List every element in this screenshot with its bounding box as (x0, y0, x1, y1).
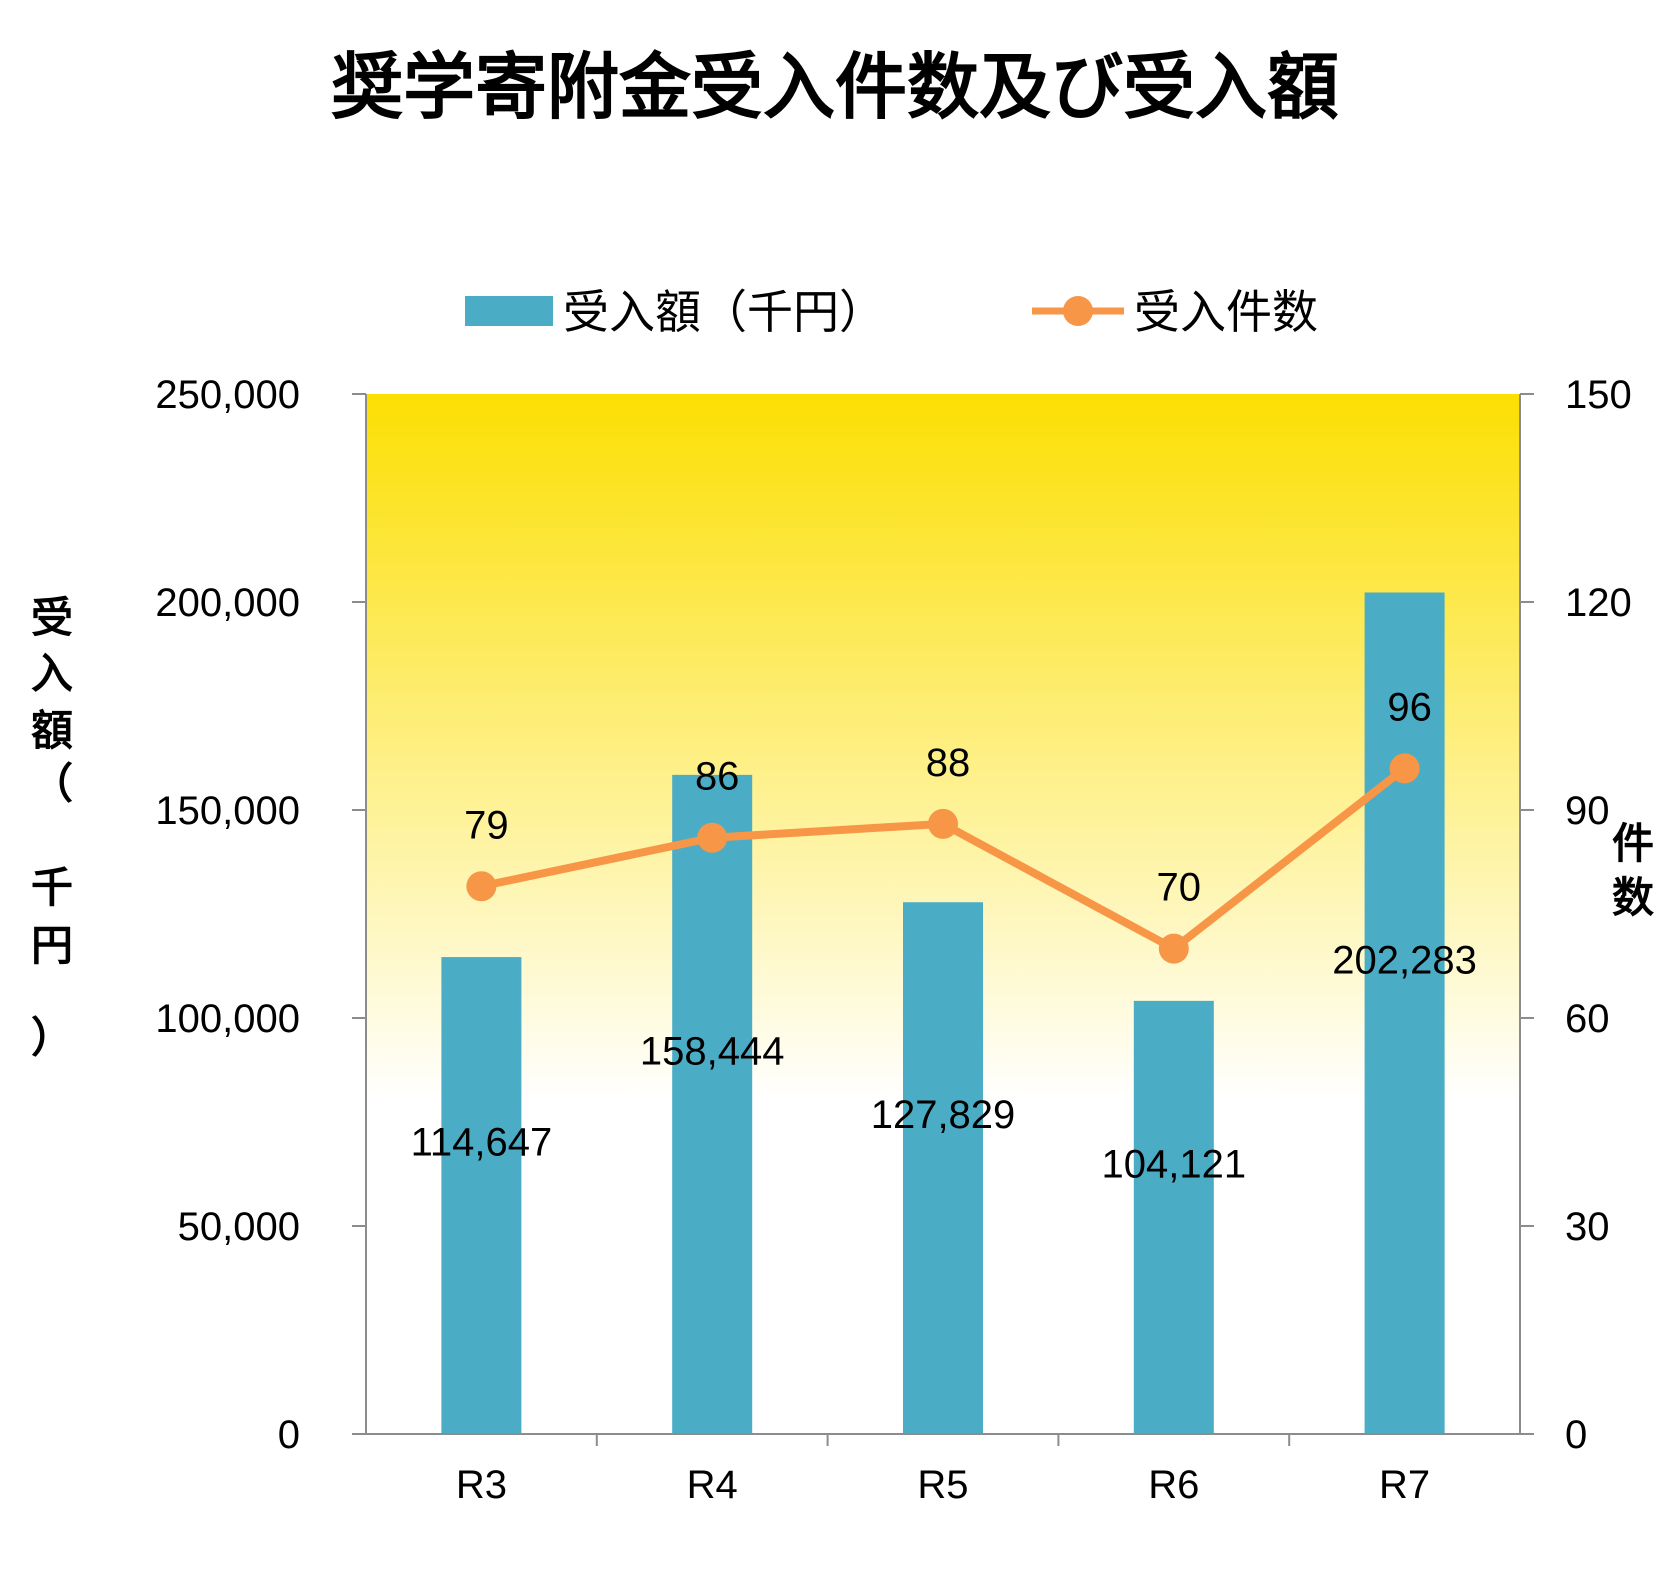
legend-bar-label: 受入額（千円） (563, 285, 885, 339)
left-tick-label: 0 (278, 1413, 300, 1457)
x-tick-label: R4 (687, 1463, 738, 1507)
axes: 0 50,000 100,000 150,000 200,000 250,000 0 30 60… (31, 373, 1654, 1507)
x-tick-label: R6 (1148, 1463, 1199, 1507)
legend-bar-swatch (465, 296, 553, 326)
bar-R3 (441, 957, 522, 1434)
right-axis-title-char: 数 (1612, 873, 1654, 922)
left-tick-label: 200,000 (155, 581, 300, 625)
right-tick-label: 0 (1565, 1413, 1587, 1457)
bar-R7 (1364, 592, 1445, 1434)
left-axis-title-char: 千 (31, 863, 73, 912)
left-axis-title-char: 円 (31, 921, 73, 970)
left-tick-label: 150,000 (155, 789, 300, 833)
right-tick-label: 120 (1565, 581, 1632, 625)
left-axis-title-char: 入 (31, 649, 73, 698)
line-series (466, 753, 1420, 964)
left-tick-label: 100,000 (155, 997, 300, 1041)
bar-R4 (672, 774, 753, 1434)
left-axis-title-char: 受 (31, 593, 73, 642)
line-value-label: 79 (464, 803, 509, 847)
right-tick-label: 30 (1565, 1205, 1610, 1249)
bar-series (441, 592, 1445, 1434)
left-axis-title-char: （ (31, 759, 73, 808)
line-point-R5 (928, 808, 958, 839)
right-axis-title-char: 件 (1612, 819, 1654, 868)
legend-line-marker (1063, 296, 1093, 326)
bar-R6 (1133, 1000, 1214, 1434)
chart-title: 奨学寄附金受入件数及び受入額 (331, 45, 1339, 129)
line-value-label: 88 (926, 741, 971, 785)
line-point-R3 (466, 871, 497, 902)
bar-value-label: 202,283 (1332, 938, 1477, 982)
line-value-label: 70 (1157, 866, 1202, 910)
x-tick-label: R7 (1379, 1463, 1430, 1507)
line-point-R4 (697, 822, 728, 853)
line-value-label: 86 (695, 755, 740, 799)
bar-R5 (903, 902, 983, 1434)
left-axis-title-char: 額 (31, 706, 73, 755)
bar-value-label: 104,121 (1102, 1142, 1247, 1186)
x-tick-label: R5 (917, 1463, 968, 1507)
x-tick-label: R3 (456, 1463, 507, 1507)
left-tick-label: 250,000 (155, 373, 300, 417)
bar-value-label: 114,647 (411, 1121, 553, 1165)
right-tick-label: 60 (1565, 997, 1610, 1041)
legend: 受入額（千円） 受入件数 (465, 285, 1318, 339)
bar-value-label: 158,444 (640, 1029, 785, 1073)
left-axis-title-char: ） (31, 1013, 73, 1062)
line-point-R6 (1158, 933, 1189, 964)
right-tick-label: 150 (1565, 373, 1632, 417)
left-tick-label: 50,000 (178, 1205, 300, 1249)
line-point-R7 (1389, 753, 1420, 784)
line-value-label: 96 (1387, 685, 1432, 729)
data-labels: 114,647 158,444 127,829 104,121 202,283 79 86 8… (411, 685, 1477, 1186)
bar-value-label: 127,829 (871, 1093, 1016, 1137)
right-tick-label: 90 (1565, 789, 1610, 833)
legend-line-label: 受入件数 (1134, 285, 1318, 339)
